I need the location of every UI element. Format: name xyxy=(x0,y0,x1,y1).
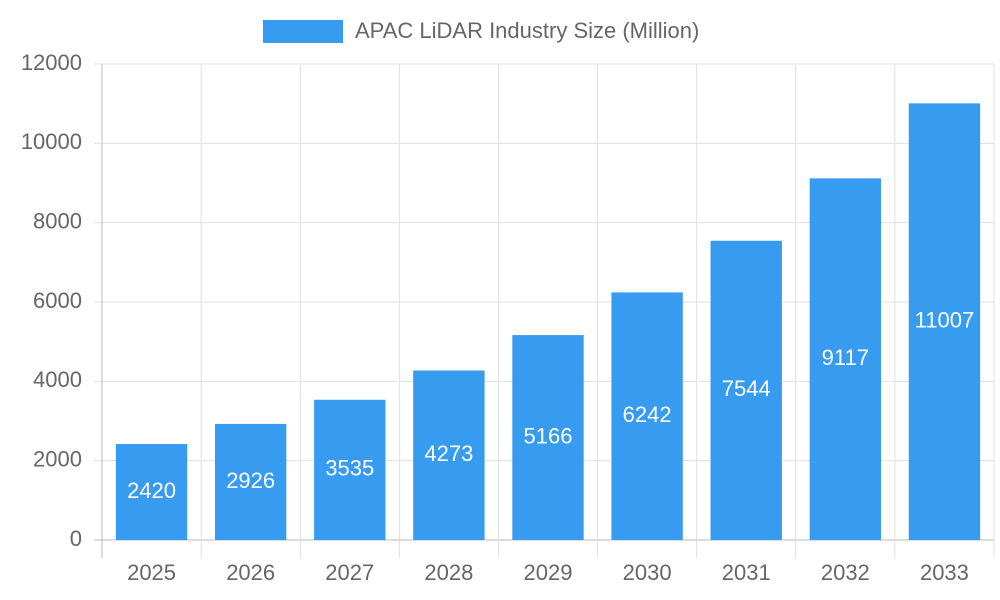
x-tick-label: 2031 xyxy=(722,560,771,585)
bar xyxy=(809,178,882,540)
data-label: 2926 xyxy=(226,468,275,493)
bar xyxy=(710,240,782,540)
data-label: 9117 xyxy=(822,345,869,370)
y-tick-label: 8000 xyxy=(33,208,82,233)
legend-label: APAC LiDAR Industry Size (Million) xyxy=(355,18,699,43)
x-tick-label: 2033 xyxy=(920,560,969,585)
y-tick-label: 10000 xyxy=(21,129,82,154)
x-tick-label: 2026 xyxy=(226,560,275,585)
data-label: 5166 xyxy=(524,423,573,448)
x-tick-label: 2030 xyxy=(623,560,672,585)
bar xyxy=(214,423,287,540)
x-tick-label: 2028 xyxy=(424,560,473,585)
data-label: 7544 xyxy=(722,376,771,401)
data-label: 11007 xyxy=(915,308,975,333)
bar xyxy=(908,103,981,540)
x-tick-label: 2025 xyxy=(127,560,176,585)
y-tick-label: 6000 xyxy=(33,288,82,313)
legend-swatch xyxy=(263,20,343,43)
y-tick-label: 12000 xyxy=(21,50,82,75)
x-tick-label: 2029 xyxy=(524,560,573,585)
x-tick-label: 2027 xyxy=(325,560,374,585)
data-label: 4273 xyxy=(424,441,473,466)
bar xyxy=(314,399,386,540)
data-label: 6242 xyxy=(623,402,672,427)
bar xyxy=(413,370,485,540)
bar xyxy=(512,335,584,540)
data-label: 3535 xyxy=(325,456,374,481)
bar xyxy=(115,444,188,540)
y-tick-label: 0 xyxy=(70,526,82,551)
data-label: 2420 xyxy=(127,478,176,503)
bar xyxy=(611,292,683,540)
x-tick-label: 2032 xyxy=(821,560,870,585)
y-tick-label: 2000 xyxy=(33,446,82,471)
y-tick-label: 4000 xyxy=(33,367,82,392)
